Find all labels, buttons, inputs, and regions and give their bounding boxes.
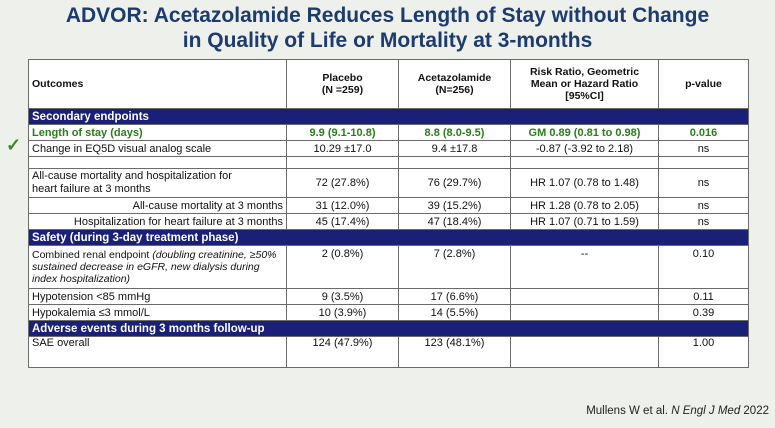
section-secondary-label: Secondary endpoints xyxy=(28,108,749,125)
row-length-of-stay: Length of stay (days) 9.9 (9.1-10.8) 8.8… xyxy=(28,124,749,141)
row-label: Change in EQ5D visual analog scale xyxy=(28,140,287,157)
row-hf-hospitalization: Hospitalization for heart failure at 3 m… xyxy=(28,213,749,230)
row-label: Length of stay (days) xyxy=(28,124,287,141)
cell-acetazolamide: 17 (6.6%) xyxy=(398,288,511,305)
row-hypokalemia: Hypokalemia ≤3 mmol/L 10 (3.9%) 14 (5.5%… xyxy=(28,304,749,321)
header-acetazolamide: Acetazolamide (N=256) xyxy=(398,59,511,109)
row-label: Hospitalization for heart failure at 3 m… xyxy=(28,213,287,230)
header-row: Outcomes Placebo (N =259) Acetazolamide … xyxy=(28,59,749,109)
citation: Mullens W et al. N Engl J Med 2022 xyxy=(586,405,769,417)
cell-pvalue: 0.10 xyxy=(658,245,749,289)
section-safety: Safety (during 3-day treatment phase) xyxy=(28,229,749,246)
cell-pvalue: 0.016 xyxy=(658,124,749,141)
section-secondary: Secondary endpoints xyxy=(28,108,749,125)
cell-ratio: -- xyxy=(510,245,659,289)
row-allcause-mortality: All-cause mortality at 3 months 31 (12.0… xyxy=(28,197,749,214)
cell-ratio: HR 1.07 (0.71 to 1.59) xyxy=(510,213,659,230)
spacer-row xyxy=(28,156,749,169)
row-label: Hypokalemia ≤3 mmol/L xyxy=(28,304,287,321)
cell-pvalue: ns xyxy=(658,168,749,198)
cell-placebo: 9.9 (9.1-10.8) xyxy=(286,124,399,141)
citation-authors: Mullens W et al. xyxy=(586,405,672,417)
row-label: All-cause mortality at 3 months xyxy=(28,197,287,214)
spacer-cell xyxy=(286,156,399,169)
cell-acetazolamide: 8.8 (8.0-9.5) xyxy=(398,124,511,141)
cell-placebo: 72 (27.8%) xyxy=(286,168,399,198)
citation-journal: N Engl J Med xyxy=(671,405,741,417)
cell-ratio: -0.87 (-3.92 to 2.18) xyxy=(510,140,659,157)
cell-acetazolamide: 14 (5.5%) xyxy=(398,304,511,321)
cell-ratio xyxy=(510,336,659,368)
slide-title: ADVOR: Acetazolamide Reduces Length of S… xyxy=(0,3,775,53)
outcomes-table: Outcomes Placebo (N =259) Acetazolamide … xyxy=(28,59,749,368)
header-acetazolamide-n: (N=256) xyxy=(435,84,474,96)
title-line-2: in Quality of Life or Mortality at 3-mon… xyxy=(182,29,593,52)
cell-acetazolamide: 9.4 ±17.8 xyxy=(398,140,511,157)
header-ratio: Risk Ratio, Geometric Mean or Hazard Rat… xyxy=(510,59,659,109)
header-acetazolamide-label: Acetazolamide xyxy=(417,72,492,84)
cell-pvalue: 0.11 xyxy=(658,288,749,305)
header-ratio-3: [95%CI] xyxy=(565,90,604,102)
title-line-1: ADVOR: Acetazolamide Reduces Length of S… xyxy=(65,4,710,27)
row-sae: SAE overall 124 (47.9%) 123 (48.1%) 1.00 xyxy=(28,336,749,368)
cell-pvalue: ns xyxy=(658,197,749,214)
cell-placebo: 9 (3.5%) xyxy=(286,288,399,305)
cell-placebo: 10.29 ±17.0 xyxy=(286,140,399,157)
row-label-main: Combined renal endpoint xyxy=(32,249,153,261)
row-eq5d: Change in EQ5D visual analog scale 10.29… xyxy=(28,140,749,157)
cell-acetazolamide: 39 (15.2%) xyxy=(398,197,511,214)
cell-ratio xyxy=(510,288,659,305)
spacer-cell xyxy=(28,156,287,169)
header-placebo-label: Placebo xyxy=(322,72,363,84)
cell-placebo: 2 (0.8%) xyxy=(286,245,399,289)
row-label: All-cause mortality and hospitalization … xyxy=(28,168,287,198)
spacer-cell xyxy=(398,156,511,169)
spacer-cell xyxy=(658,156,749,169)
header-placebo: Placebo (N =259) xyxy=(286,59,399,109)
row-label-detail: (doubling creatinine, ≥50% sustained dec… xyxy=(32,249,277,285)
citation-year: 2022 xyxy=(740,405,769,417)
cell-ratio: HR 1.28 (0.78 to 2.05) xyxy=(510,197,659,214)
cell-placebo: 31 (12.0%) xyxy=(286,197,399,214)
cell-placebo: 10 (3.9%) xyxy=(286,304,399,321)
section-safety-label: Safety (during 3-day treatment phase) xyxy=(28,229,749,246)
row-label-line-2: heart failure at 3 months xyxy=(32,183,151,195)
header-ratio-2: Mean or Hazard Ratio xyxy=(530,78,639,90)
row-renal: Combined renal endpoint (doubling creati… xyxy=(28,245,749,289)
cell-placebo: 124 (47.9%) xyxy=(286,336,399,368)
header-pvalue: p-value xyxy=(658,59,749,109)
row-label: SAE overall xyxy=(28,336,287,368)
cell-acetazolamide: 47 (18.4%) xyxy=(398,213,511,230)
row-label: Hypotension <85 mmHg xyxy=(28,288,287,305)
cell-acetazolamide: 76 (29.7%) xyxy=(398,168,511,198)
cell-acetazolamide: 7 (2.8%) xyxy=(398,245,511,289)
cell-ratio: GM 0.89 (0.81 to 0.98) xyxy=(510,124,659,141)
check-icon: ✓ xyxy=(6,135,22,155)
cell-placebo: 45 (17.4%) xyxy=(286,213,399,230)
row-hypotension: Hypotension <85 mmHg 9 (3.5%) 17 (6.6%) … xyxy=(28,288,749,305)
row-allcause-hosp: All-cause mortality and hospitalization … xyxy=(28,168,749,198)
cell-pvalue: 0.39 xyxy=(658,304,749,321)
cell-acetazolamide: 123 (48.1%) xyxy=(398,336,511,368)
cell-pvalue: ns xyxy=(658,213,749,230)
section-adverse-label: Adverse events during 3 months follow-up xyxy=(28,320,749,337)
header-placebo-n: (N =259) xyxy=(321,84,364,96)
header-outcomes: Outcomes xyxy=(28,59,287,109)
spacer-cell xyxy=(510,156,659,169)
cell-ratio: HR 1.07 (0.78 to 1.48) xyxy=(510,168,659,198)
row-label: Combined renal endpoint (doubling creati… xyxy=(28,245,287,289)
section-adverse: Adverse events during 3 months follow-up xyxy=(28,320,749,337)
cell-pvalue: ns xyxy=(658,140,749,157)
cell-pvalue: 1.00 xyxy=(658,336,749,368)
cell-ratio xyxy=(510,304,659,321)
header-ratio-1: Risk Ratio, Geometric xyxy=(529,66,640,78)
row-label-line-1: All-cause mortality and hospitalization … xyxy=(32,170,232,182)
